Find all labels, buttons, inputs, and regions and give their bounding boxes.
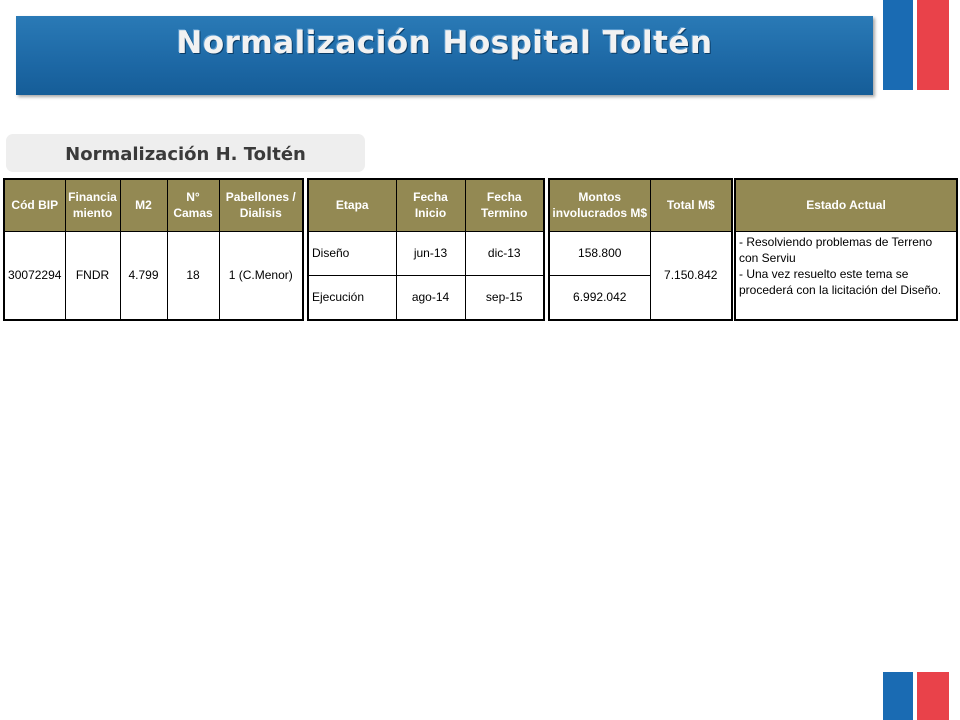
cell-fecha-inicio: ago-14 [395, 274, 466, 321]
cell-etapa: Ejecución [307, 274, 397, 321]
subtitle-box: Normalización H. Toltén [6, 134, 365, 172]
table-row: Diseño jun-13 dic-13 [307, 230, 545, 276]
status-line: - Una vez resuelto este tema se proceder… [739, 266, 942, 297]
cell-estado-actual: - Resolviendo problemas de Terreno con S… [734, 230, 958, 321]
project-info-table: Cód BIP Financia miento M2 N° Camas Pabe… [3, 178, 304, 321]
chile-flag-decoration-bottom [883, 672, 949, 720]
header-etapa: Etapa [307, 178, 397, 232]
cell-pabellones: 1 (C.Menor) [218, 230, 304, 321]
cell-monto: 158.800 [548, 230, 651, 276]
cell-etapa: Diseño [307, 230, 397, 276]
cell-fecha-termino: sep-15 [464, 274, 545, 321]
header-camas: N° Camas [166, 178, 220, 232]
status-line: - Resolviendo problemas de Terreno con S… [739, 234, 933, 265]
chile-flag-decoration-top [883, 0, 949, 90]
status-table: Estado Actual - Resolviendo problemas de… [734, 178, 958, 321]
header-m2: M2 [119, 178, 168, 232]
cell-m2: 4.799 [119, 230, 168, 321]
header-total: Total M$ [649, 178, 733, 232]
cell-cod-bip: 30072294 [3, 230, 66, 321]
header-fecha-termino: Fecha Termino [464, 178, 545, 232]
header-financiamiento: Financia miento [64, 178, 121, 232]
header-fecha-inicio: Fecha Inicio [395, 178, 466, 232]
subtitle: Normalización H. Toltén [65, 144, 306, 165]
page-title: Normalización Hospital Toltén [176, 25, 713, 61]
title-banner: Normalización Hospital Toltén [16, 16, 873, 95]
cell-fecha-termino: dic-13 [464, 230, 545, 276]
table-row: Ejecución ago-14 sep-15 [307, 274, 545, 321]
cell-fecha-inicio: jun-13 [395, 230, 466, 276]
cell-financiamiento: FNDR [64, 230, 121, 321]
stages-table: Etapa Fecha Inicio Fecha Termino Diseño … [307, 178, 545, 321]
header-cod-bip: Cód BIP [3, 178, 66, 232]
cell-total: 7.150.842 [649, 230, 733, 321]
header-montos: Montos involucrados M$ [548, 178, 651, 232]
header-pabellones: Pabellones / Dialisis [218, 178, 304, 232]
amounts-table: Montos involucrados M$ Total M$ 158.800 … [548, 178, 733, 321]
header-estado-actual: Estado Actual [734, 178, 958, 232]
cell-monto: 6.992.042 [548, 274, 651, 321]
cell-camas: 18 [166, 230, 220, 321]
